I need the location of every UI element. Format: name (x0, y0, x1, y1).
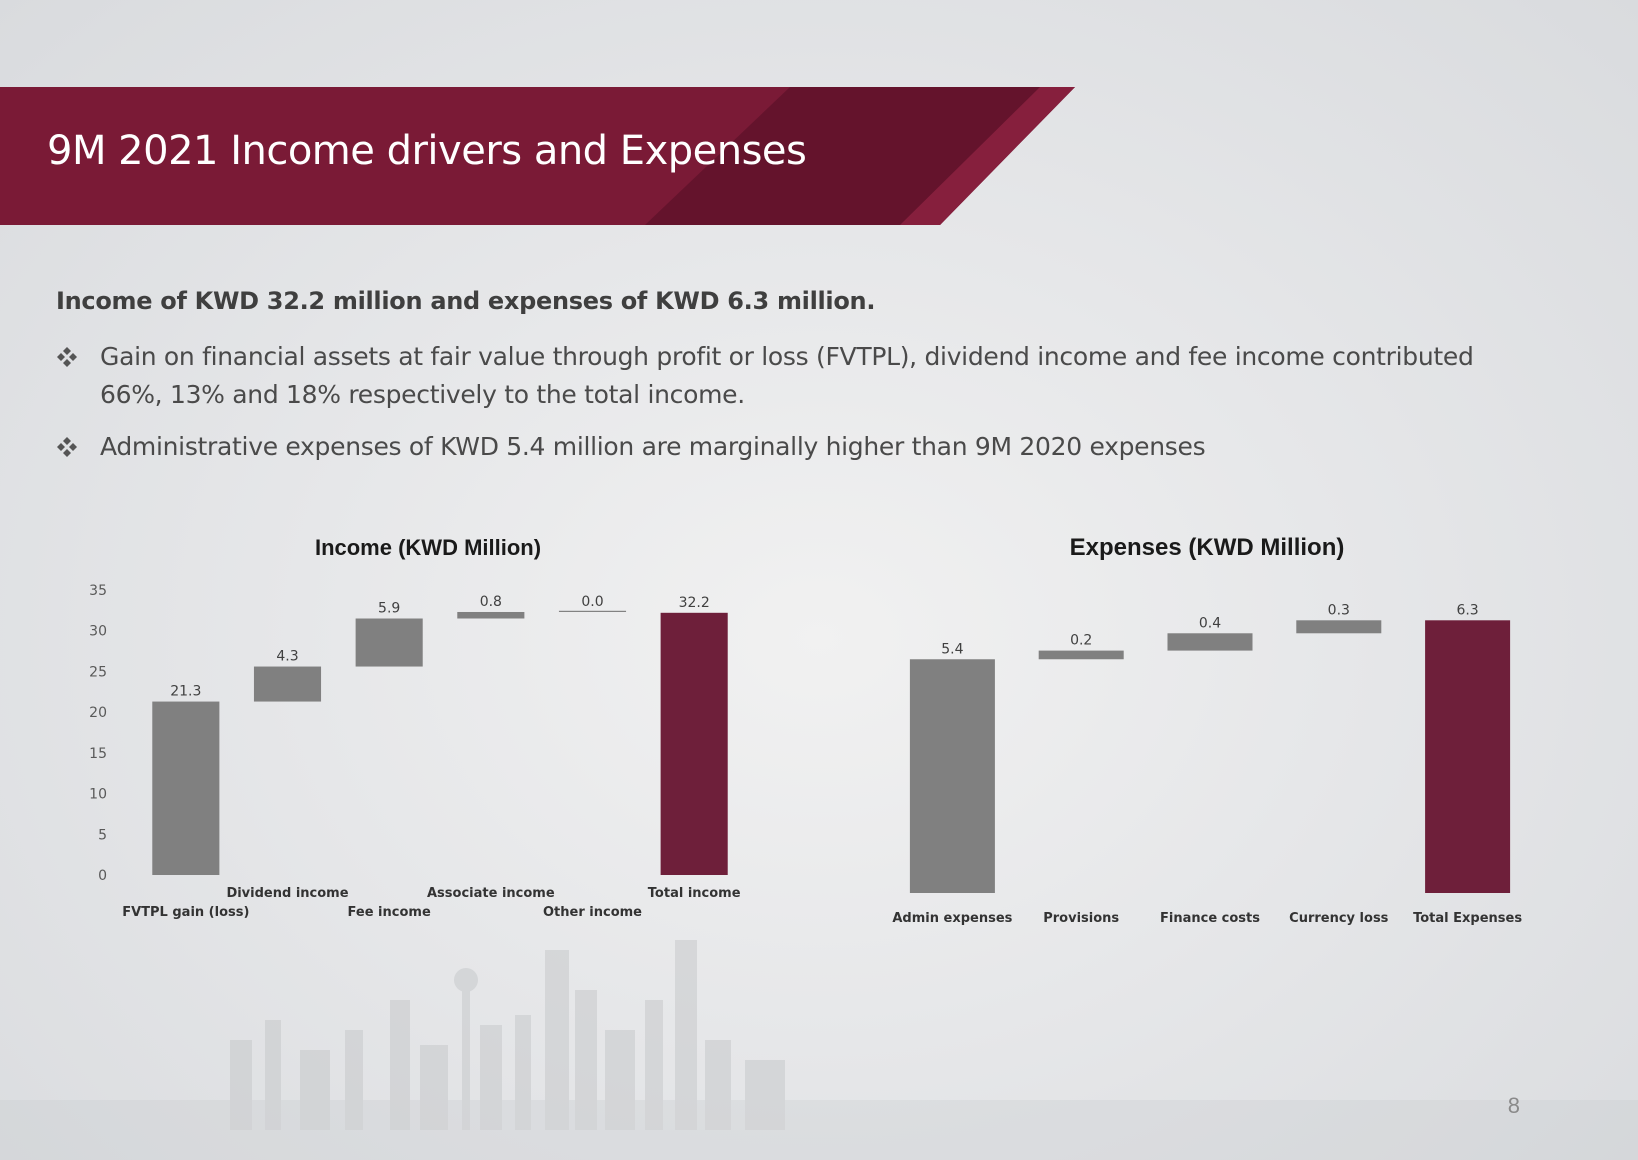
bullet-item: Gain on financial assets at fair value t… (56, 338, 1536, 414)
bar-dividend-income (253, 666, 322, 702)
data-label: 0.2 (1070, 633, 1092, 649)
bar-other-income (558, 610, 627, 612)
bar-admin-expenses (909, 659, 995, 893)
city-skyline-watermark (0, 940, 1638, 1160)
category-label: Total income (648, 886, 741, 901)
bar-currency-loss (1296, 620, 1382, 634)
bar-total-income (660, 612, 728, 875)
intro-text: Income of KWD 32.2 million and expenses … (56, 287, 876, 315)
bullet-text: Gain on financial assets at fair value t… (100, 342, 1474, 409)
category-label: Fee income (348, 905, 431, 920)
category-label: Total Expenses (1413, 911, 1522, 926)
four-diamond-bullet-icon (57, 347, 77, 367)
y-tick-label: 0 (98, 868, 107, 884)
category-label: Other income (543, 905, 642, 920)
data-label: 21.3 (170, 684, 201, 700)
bar-associate-income (457, 611, 525, 619)
y-tick-label: 10 (89, 787, 107, 803)
data-label: 5.4 (941, 641, 963, 657)
y-tick-label: 30 (89, 624, 107, 640)
y-tick-label: 5 (98, 827, 107, 843)
data-label: 6.3 (1456, 602, 1478, 618)
category-label: FVTPL gain (loss) (122, 905, 249, 920)
bar-finance-costs (1167, 633, 1253, 651)
expenses-waterfall-chart: Expenses (KWD Million)0.001.002.003.004.… (892, 535, 1522, 926)
bullet-list: Gain on financial assets at fair value t… (56, 338, 1536, 480)
category-label: Currency loss (1289, 911, 1389, 926)
bar-provisions (1038, 650, 1124, 660)
bar-fee-income (355, 618, 423, 667)
category-label: Provisions (1043, 911, 1119, 926)
data-label: 0.0 (581, 594, 603, 610)
four-diamond-bullet-icon (57, 437, 77, 457)
data-label: 0.4 (1199, 615, 1221, 631)
y-tick-label: 35 (89, 583, 107, 599)
y-tick-label: 25 (89, 664, 107, 680)
chart-title: Expenses (KWD Million) (1070, 535, 1345, 561)
bullet-text: Administrative expenses of KWD 5.4 milli… (100, 432, 1206, 461)
data-label: 0.3 (1328, 602, 1350, 618)
bar-fvtpl-gain-loss (152, 701, 220, 875)
bullet-item: Administrative expenses of KWD 5.4 milli… (56, 428, 1536, 466)
income-waterfall-chart: Income (KWD Million) 0 5 10 15 20 25 30 35 21.3 FV… (89, 535, 741, 920)
data-label: 32.2 (679, 595, 710, 611)
chart-title: Income (KWD Million) (315, 535, 541, 560)
category-label: Finance costs (1160, 911, 1260, 926)
data-label: 4.3 (276, 649, 298, 665)
category-label: Admin expenses (892, 911, 1012, 926)
slide-title: 9M 2021 Income drivers and Expenses (47, 128, 807, 174)
y-tick-label: 15 (89, 746, 107, 762)
data-label: 5.9 (378, 601, 400, 617)
bar-total-expenses (1425, 620, 1511, 893)
banner-accent-light (900, 87, 1075, 225)
y-tick-label: 20 (89, 705, 107, 721)
category-label: Dividend income (226, 886, 348, 901)
title-banner (0, 87, 1075, 225)
page-number: 8 (1507, 1093, 1520, 1118)
category-label: Associate income (427, 886, 555, 901)
data-label: 0.8 (480, 594, 502, 610)
